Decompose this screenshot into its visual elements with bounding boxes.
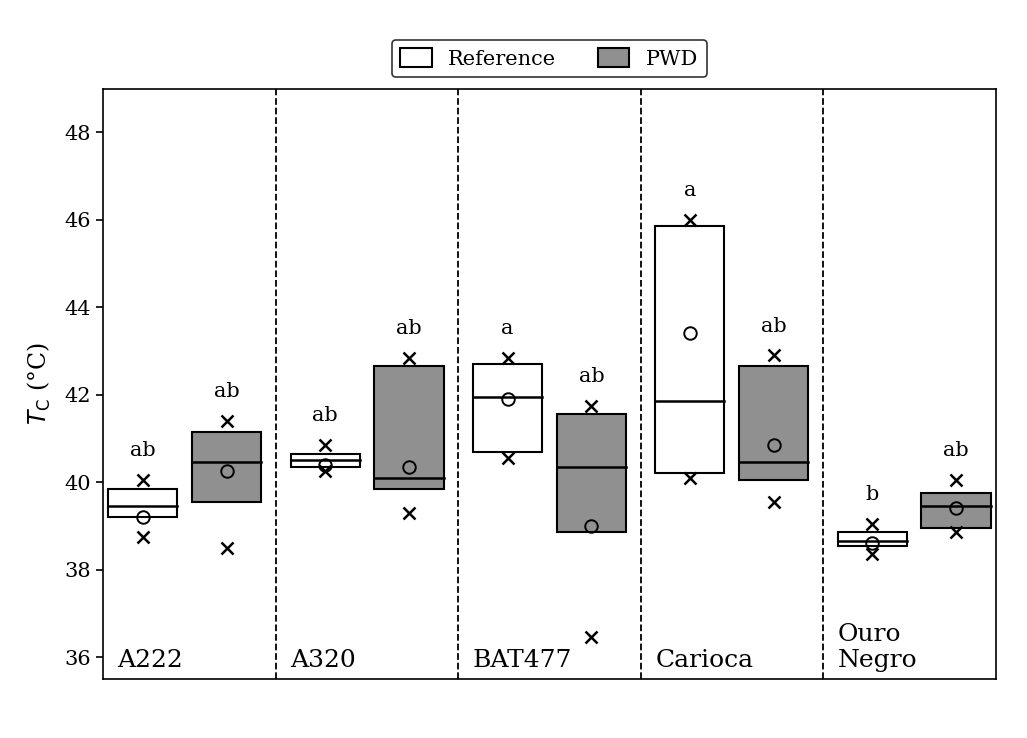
Text: Ouro
Negro: Ouro Negro (838, 623, 917, 672)
Text: b: b (866, 485, 879, 504)
Bar (739, 366, 808, 480)
Text: BAT477: BAT477 (472, 649, 572, 672)
Text: ab: ab (214, 382, 239, 401)
Text: a: a (684, 181, 696, 200)
Bar (655, 227, 724, 473)
Text: A320: A320 (291, 649, 356, 672)
Text: A222: A222 (117, 649, 183, 672)
Text: ab: ab (943, 441, 968, 461)
Bar (375, 366, 444, 489)
Legend: Reference, PWD: Reference, PWD (392, 40, 707, 77)
Y-axis label: $\mathit{T}_{\mathrm{C}}$ (°C): $\mathit{T}_{\mathrm{C}}$ (°C) (26, 342, 53, 425)
Text: ab: ab (312, 407, 338, 425)
Text: ab: ab (578, 367, 604, 386)
Text: Carioca: Carioca (655, 649, 754, 672)
Bar (921, 493, 991, 528)
Bar (557, 414, 626, 532)
Text: a: a (501, 319, 514, 338)
Bar (192, 432, 261, 502)
Bar (108, 489, 178, 517)
Text: ab: ab (396, 319, 422, 338)
Bar (472, 364, 542, 452)
Text: ab: ab (761, 317, 787, 336)
Bar (291, 454, 359, 467)
Text: ab: ab (130, 441, 156, 461)
Bar (838, 532, 907, 545)
